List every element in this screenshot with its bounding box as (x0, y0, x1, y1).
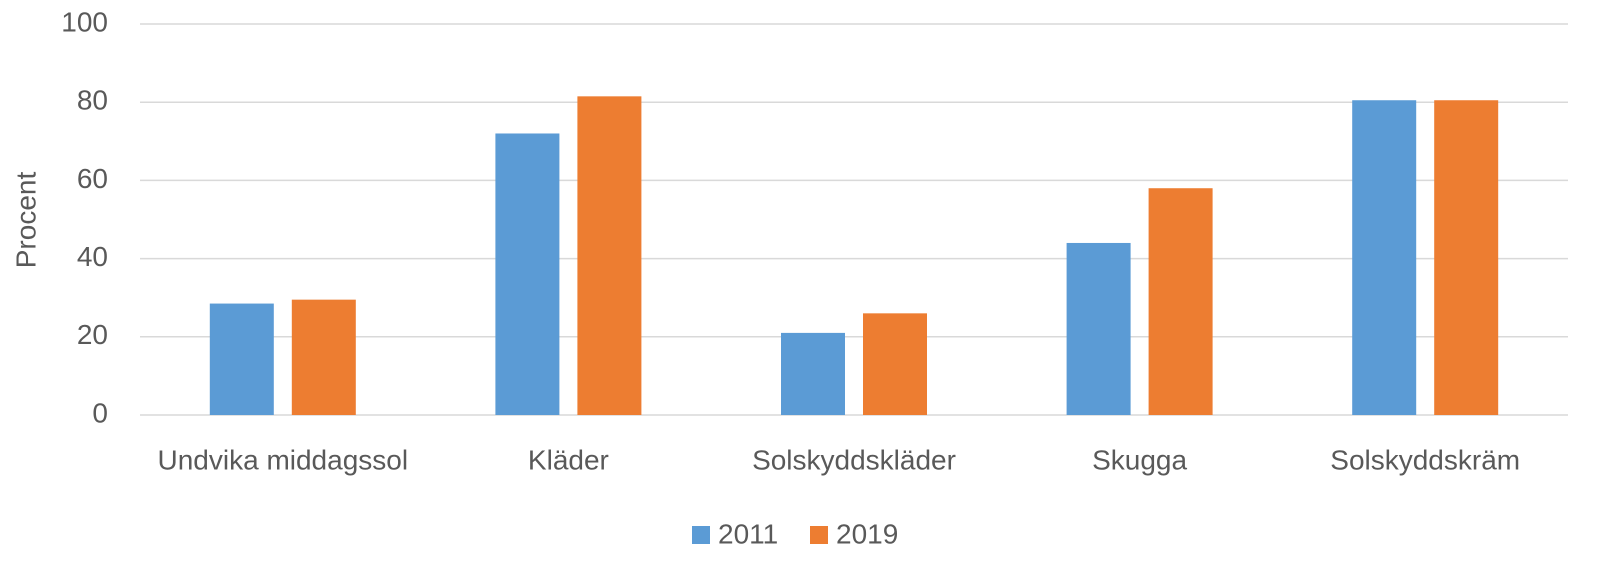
bar (1066, 242, 1131, 415)
y-tick-label: 20 (77, 319, 108, 350)
x-tick-label: Solskyddskläder (752, 444, 956, 475)
bar (781, 332, 845, 415)
legend-label: 2019 (836, 518, 898, 549)
bar (495, 133, 560, 416)
y-axis-label: Procent (10, 172, 41, 269)
y-tick-label: 100 (61, 6, 108, 37)
bar (291, 299, 356, 415)
x-tick-label: Kläder (528, 444, 609, 475)
legend-label: 2011 (718, 518, 778, 549)
y-tick-label: 80 (77, 85, 108, 116)
y-tick-label: 40 (77, 241, 108, 272)
bar (209, 303, 274, 415)
legend-swatch (810, 526, 828, 544)
y-tick-label: 60 (77, 163, 108, 194)
bar (1434, 100, 1499, 416)
x-tick-label: Skugga (1092, 444, 1187, 475)
legend-swatch (692, 526, 710, 544)
x-tick-label: Undvika middagssol (158, 444, 409, 475)
bar (863, 313, 927, 415)
bar (1148, 188, 1213, 415)
bar (577, 96, 642, 416)
x-tick-label: Solskyddskräm (1330, 444, 1520, 475)
y-tick-label: 0 (92, 397, 108, 428)
bar (1352, 100, 1417, 416)
